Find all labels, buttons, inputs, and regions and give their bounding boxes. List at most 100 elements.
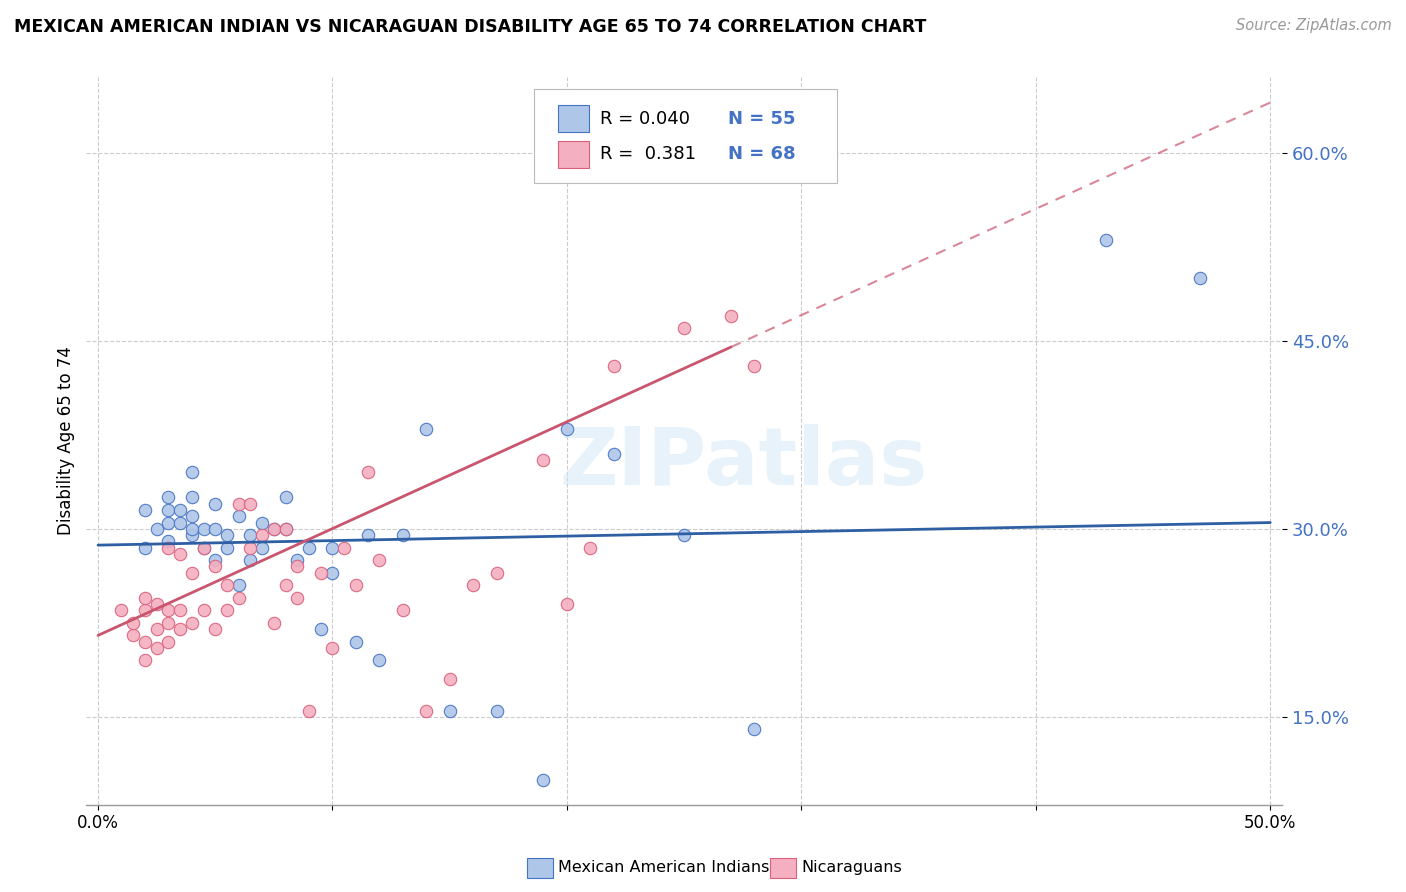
Point	[180, 528, 202, 542]
Point	[122, 628, 145, 642]
Point	[439, 673, 461, 687]
Point	[356, 466, 378, 480]
Point	[228, 578, 250, 592]
Point	[250, 541, 273, 555]
Point	[134, 653, 156, 667]
Point	[309, 566, 332, 580]
Point	[169, 603, 191, 617]
Point	[603, 359, 626, 373]
Point	[228, 497, 250, 511]
Point	[250, 528, 273, 542]
Point	[157, 615, 180, 630]
Y-axis label: Disability Age 65 to 74: Disability Age 65 to 74	[58, 347, 75, 535]
Point	[274, 522, 297, 536]
Point	[169, 516, 191, 530]
Text: Mexican American Indians: Mexican American Indians	[558, 860, 769, 874]
Point	[321, 640, 343, 655]
Point	[239, 528, 262, 542]
Text: Source: ZipAtlas.com: Source: ZipAtlas.com	[1236, 18, 1392, 33]
Point	[169, 622, 191, 636]
Point	[157, 503, 180, 517]
Point	[439, 704, 461, 718]
Point	[145, 597, 167, 611]
Point	[344, 634, 367, 648]
Text: MEXICAN AMERICAN INDIAN VS NICARAGUAN DISABILITY AGE 65 TO 74 CORRELATION CHART: MEXICAN AMERICAN INDIAN VS NICARAGUAN DI…	[14, 18, 927, 36]
Point	[333, 541, 356, 555]
Point	[215, 541, 238, 555]
Point	[110, 603, 132, 617]
Point	[204, 522, 226, 536]
Point	[239, 541, 262, 555]
Point	[180, 509, 202, 524]
Point	[298, 541, 321, 555]
Point	[180, 491, 202, 505]
Text: Nicaraguans: Nicaraguans	[801, 860, 903, 874]
Point	[720, 309, 742, 323]
Point	[134, 541, 156, 555]
Point	[555, 421, 578, 435]
Point	[321, 541, 343, 555]
Point	[485, 566, 508, 580]
Point	[274, 491, 297, 505]
Point	[250, 516, 273, 530]
Point	[603, 447, 626, 461]
Point	[239, 497, 262, 511]
Point	[122, 615, 145, 630]
Point	[134, 603, 156, 617]
Point	[285, 591, 308, 605]
Point	[157, 534, 180, 549]
Point	[321, 566, 343, 580]
Point	[204, 559, 226, 574]
Point	[228, 509, 250, 524]
Point	[215, 578, 238, 592]
Point	[157, 491, 180, 505]
Point	[391, 603, 413, 617]
Point	[274, 522, 297, 536]
Point	[169, 503, 191, 517]
Point	[134, 591, 156, 605]
Point	[533, 453, 555, 467]
Point	[145, 522, 167, 536]
Point	[391, 528, 413, 542]
Point	[579, 541, 602, 555]
Point	[157, 516, 180, 530]
Point	[415, 421, 437, 435]
Point	[180, 522, 202, 536]
Text: R = 0.040: R = 0.040	[600, 110, 690, 128]
Point	[368, 553, 391, 567]
Point	[204, 622, 226, 636]
Point	[204, 497, 226, 511]
Point	[274, 578, 297, 592]
Point	[263, 522, 285, 536]
Text: R =  0.381: R = 0.381	[600, 145, 696, 163]
Point	[298, 704, 321, 718]
Point	[415, 704, 437, 718]
Point	[145, 640, 167, 655]
Text: N = 55: N = 55	[728, 110, 796, 128]
Point	[673, 528, 696, 542]
Point	[285, 559, 308, 574]
Point	[533, 772, 555, 787]
Point	[485, 704, 508, 718]
Point	[180, 566, 202, 580]
Point	[263, 615, 285, 630]
Point	[134, 503, 156, 517]
Text: ZIPatlas: ZIPatlas	[560, 424, 928, 502]
Point	[285, 553, 308, 567]
Point	[215, 603, 238, 617]
Text: N = 68: N = 68	[728, 145, 796, 163]
Point	[463, 578, 485, 592]
Point	[344, 578, 367, 592]
Point	[193, 541, 215, 555]
Point	[555, 597, 578, 611]
Point	[180, 615, 202, 630]
Point	[263, 522, 285, 536]
Point	[157, 541, 180, 555]
Point	[169, 547, 191, 561]
Point	[157, 603, 180, 617]
Point	[204, 553, 226, 567]
Point	[744, 359, 766, 373]
Point	[744, 723, 766, 737]
Point	[145, 622, 167, 636]
Point	[157, 634, 180, 648]
